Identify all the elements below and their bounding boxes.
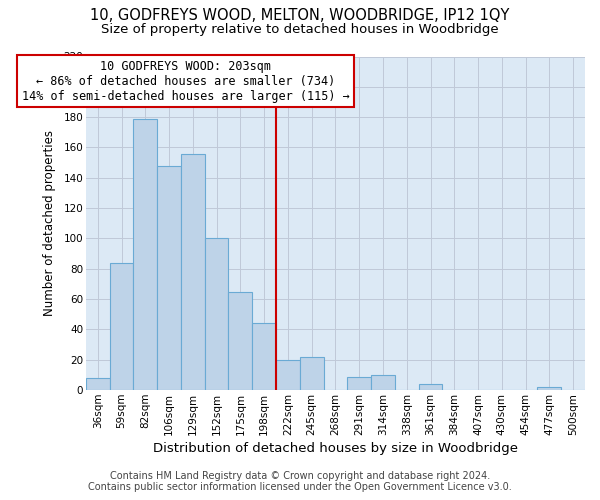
Bar (538, 387, 561, 390)
Text: 10 GODFREYS WOOD: 203sqm
← 86% of detached houses are smaller (734)
14% of semi-: 10 GODFREYS WOOD: 203sqm ← 86% of detach… (22, 60, 350, 102)
Bar (371, 375, 395, 390)
Bar (419, 384, 442, 390)
Bar (181, 154, 205, 390)
Bar (157, 166, 181, 390)
Bar (133, 118, 157, 390)
Bar (229, 292, 252, 390)
Bar (276, 360, 300, 390)
X-axis label: Distribution of detached houses by size in Woodbridge: Distribution of detached houses by size … (153, 442, 518, 455)
Bar (110, 263, 133, 390)
Bar (347, 376, 371, 390)
Bar (252, 324, 276, 390)
Text: 10, GODFREYS WOOD, MELTON, WOODBRIDGE, IP12 1QY: 10, GODFREYS WOOD, MELTON, WOODBRIDGE, I… (91, 8, 509, 22)
Bar (300, 357, 323, 390)
Text: Contains HM Land Registry data © Crown copyright and database right 2024.
Contai: Contains HM Land Registry data © Crown c… (88, 471, 512, 492)
Text: Size of property relative to detached houses in Woodbridge: Size of property relative to detached ho… (101, 22, 499, 36)
Y-axis label: Number of detached properties: Number of detached properties (43, 130, 56, 316)
Bar (86, 378, 110, 390)
Bar (205, 238, 229, 390)
